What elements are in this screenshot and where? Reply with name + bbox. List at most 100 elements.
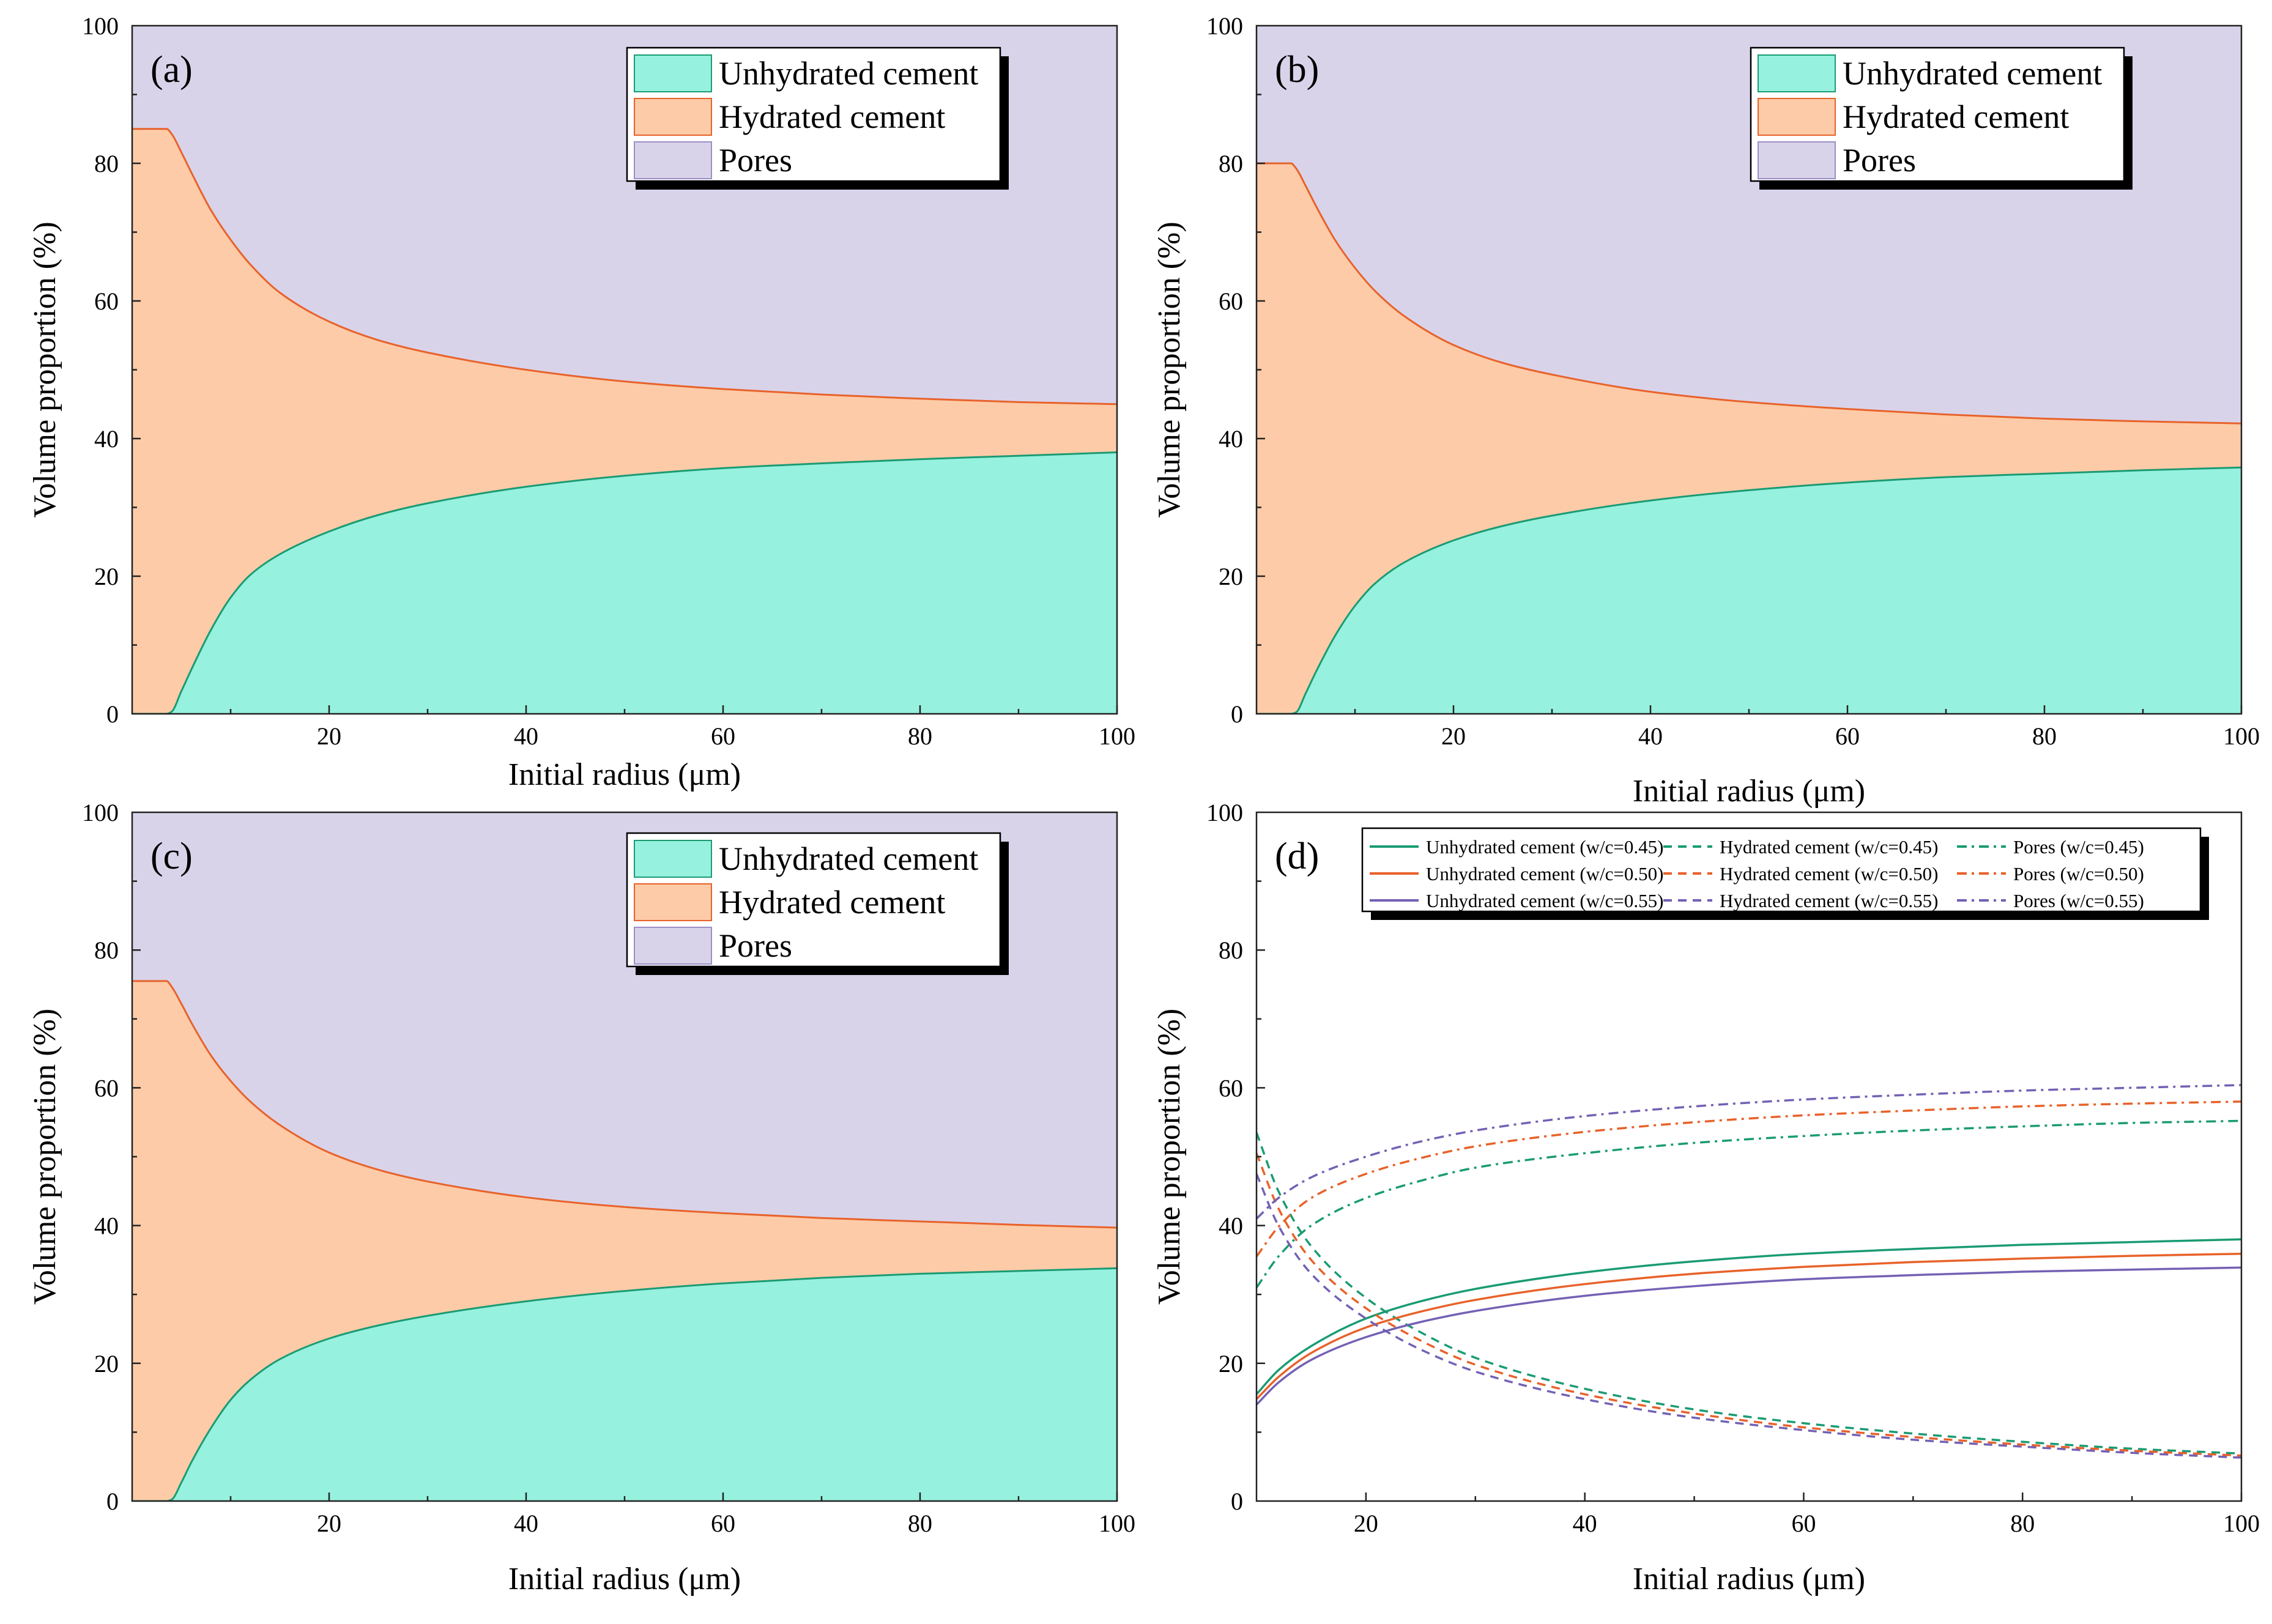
y-tick-label: 60 [1219, 287, 1243, 315]
series-line-4 [1257, 1152, 2241, 1457]
panel-c: 20 40 60 80 100 0 20 40 60 80 100 Initial radius (μ… [28, 799, 1135, 1596]
hydrated-cement-boundary-line [132, 128, 1117, 406]
legend-label: Pores (w/c=0.45) [2013, 836, 2144, 858]
legend-label: Hydrated cement (w/c=0.55) [1720, 890, 1938, 911]
panel-label: (a) [150, 49, 193, 91]
x-tick-label: 100 [2223, 1510, 2260, 1537]
x-axis-label: Initial radius (μm) [1633, 774, 1865, 809]
legend-swatch [1758, 141, 1836, 179]
x-tick-label: 20 [1354, 1510, 1378, 1537]
legend-label: Hydrated cement (w/c=0.50) [1720, 863, 1938, 884]
y-tick-label: 80 [94, 150, 119, 177]
unhydrated-cement-area [1257, 467, 2241, 714]
legend: Unhydrated cement Hydrated cement Pores [626, 832, 1009, 975]
series-line-6 [1257, 1266, 2241, 1406]
y-tick-label: 60 [94, 1074, 119, 1102]
x-tick-label: 60 [711, 1510, 735, 1537]
legend-label: Pores [719, 927, 792, 964]
panel-label: (b) [1275, 49, 1319, 91]
x-axis-label: Initial radius (μm) [1633, 1562, 1865, 1596]
x-tick-label: 80 [908, 722, 932, 750]
x-axis-label: Initial radius (μm) [508, 1562, 741, 1596]
hydrated-cement-boundary-line [132, 980, 1117, 1229]
y-tick-label: 40 [94, 1212, 119, 1240]
panel-b: 20 40 60 80 100 0 20 40 60 80 100 Initial radius (μ… [1152, 12, 2260, 809]
y-tick-label: 80 [1219, 936, 1243, 964]
y-tick-label: 20 [94, 1350, 119, 1377]
x-tick-label: 20 [1441, 722, 1466, 750]
legend-label: Unhydrated cement [719, 840, 978, 877]
panel-label: (c) [150, 836, 193, 877]
panel-label: (d) [1275, 836, 1319, 877]
y-axis-label: Volume proportion (%) [28, 221, 62, 517]
legend-swatch [634, 98, 712, 136]
series-line-2 [1257, 1119, 2241, 1288]
legend-box [1361, 827, 2202, 913]
legend-label: Hydrated cement [1843, 98, 2069, 135]
series-line-0 [1257, 1238, 2241, 1395]
y-tick-label: 60 [1219, 1074, 1243, 1102]
y-tick-label: 0 [1231, 700, 1243, 728]
x-tick-label: 100 [1099, 722, 1135, 750]
legend-label: Pores [719, 142, 792, 179]
legend-label: Unhydrated cement (w/c=0.50) [1426, 863, 1663, 884]
y-tick-label: 20 [1219, 563, 1243, 590]
legend-label: Unhydrated cement (w/c=0.45) [1426, 836, 1663, 858]
y-tick-label: 80 [94, 936, 119, 964]
x-tick-label: 80 [2010, 1510, 2035, 1537]
x-tick-label: 60 [711, 722, 735, 750]
series-line-3 [1257, 1253, 2241, 1400]
y-tick-label: 40 [1219, 1212, 1243, 1240]
legend-label: Hydrated cement (w/c=0.45) [1720, 836, 1938, 858]
y-tick-label: 0 [106, 700, 119, 728]
y-tick-label: 100 [82, 799, 119, 826]
y-tick-label: 40 [94, 425, 119, 453]
x-tick-label: 40 [514, 722, 538, 750]
series-line-5 [1257, 1100, 2241, 1258]
y-tick-label: 100 [1206, 799, 1243, 826]
legend-swatch [634, 927, 712, 965]
y-tick-label: 0 [1231, 1488, 1243, 1515]
y-tick-label: 20 [94, 563, 119, 590]
panel-d: 20 40 60 80 100 0 20 40 60 80 100 Initial radius (μ… [1152, 799, 2260, 1596]
legend-label: Unhydrated cement [1843, 55, 2102, 92]
hydrated-cement-boundary-line [1257, 162, 2241, 425]
y-tick-label: 80 [1219, 150, 1243, 177]
legend-label: Pores (w/c=0.55) [2013, 890, 2144, 911]
series-line-8 [1257, 1084, 2241, 1220]
legend-swatch [1758, 98, 1836, 136]
y-tick-label: 40 [1219, 425, 1243, 453]
legend-label: Unhydrated cement [719, 55, 978, 92]
series-line-1 [1257, 1132, 2241, 1455]
legend-label: Pores [1843, 142, 1916, 179]
x-tick-label: 60 [1835, 722, 1860, 750]
x-tick-label: 40 [1573, 1510, 1597, 1537]
y-axis-label: Volume proportion (%) [1152, 1009, 1187, 1305]
legend-label: Pores (w/c=0.50) [2013, 863, 2144, 884]
x-tick-label: 20 [317, 1510, 341, 1537]
legend: Unhydrated cement Hydrated cement Pores [1750, 46, 2133, 190]
legend-label: Unhydrated cement (w/c=0.55) [1426, 890, 1663, 911]
legend-label: Hydrated cement [719, 884, 945, 921]
legend-swatch [634, 883, 712, 921]
y-tick-label: 0 [106, 1488, 119, 1515]
x-axis-label: Initial radius (μm) [508, 757, 741, 792]
x-tick-label: 40 [514, 1510, 538, 1537]
x-tick-label: 40 [1638, 722, 1663, 750]
x-tick-label: 60 [1791, 1510, 1816, 1537]
y-tick-label: 100 [82, 12, 119, 40]
legend-swatch [1758, 54, 1836, 92]
legend-swatch [634, 141, 712, 179]
legend: Unhydrated cement Hydrated cement Pores [626, 46, 1009, 190]
x-tick-label: 20 [317, 722, 341, 750]
x-tick-label: 100 [1099, 1510, 1135, 1537]
y-tick-label: 60 [94, 287, 119, 315]
panel-a: 20 40 60 80 100 0 20 40 60 80 100 Initial radius (μ… [28, 12, 1135, 792]
y-axis-label: Volume proportion (%) [28, 1009, 62, 1305]
legend-swatch [634, 54, 712, 92]
legend-swatch [634, 840, 712, 878]
x-tick-label: 80 [2032, 722, 2057, 750]
unhydrated-cement-area [132, 452, 1117, 714]
y-tick-label: 20 [1219, 1350, 1243, 1377]
